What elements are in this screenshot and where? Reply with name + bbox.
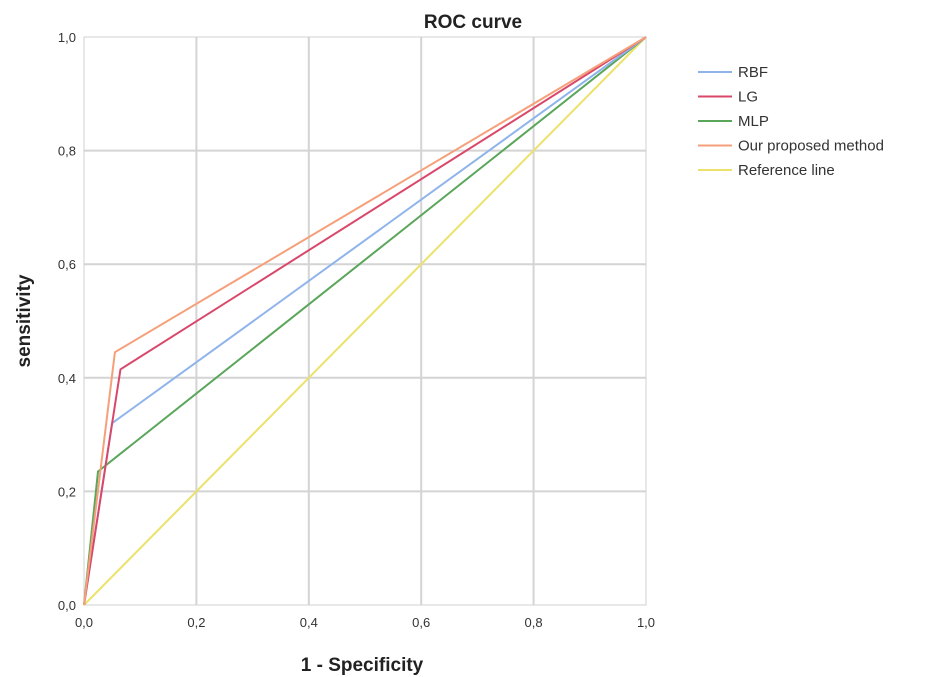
y-tick-label: 0,2 [58,484,76,499]
y-axis-label: sensitivity [14,274,35,367]
x-tick-label: 0,2 [187,615,205,630]
legend-label: RBF [738,64,768,81]
x-tick-label: 0,4 [300,615,318,630]
y-tick-label: 0,8 [58,144,76,159]
x-tick-label: 0,0 [75,615,93,630]
x-tick-label: 0,8 [525,615,543,630]
series-lines [83,36,647,606]
y-tick-label: 0,6 [58,257,76,272]
plot-frame [83,36,647,606]
x-tick-label: 1,0 [637,615,655,630]
grid [84,37,646,605]
chart-title: ROC curve [424,12,522,33]
series-line-reference-line [83,36,647,606]
legend-label: Reference line [738,162,835,179]
legend-label: Our proposed method [738,138,884,155]
y-tick-label: 0,0 [58,598,76,613]
legend-label: MLP [738,113,769,130]
legend: RBF LG MLP Our proposed method Reference lin… [698,64,884,179]
x-axis-label: 1 - Specificity [301,655,424,676]
y-tick-labels: 0,0 0,2 0,4 0,6 0,8 1,0 [58,30,76,613]
x-tick-label: 0,6 [412,615,430,630]
y-tick-label: 0,4 [58,371,76,386]
series-line-lg [83,36,647,606]
legend-label: LG [738,89,758,106]
series-line-our-proposed-method [83,36,647,606]
y-tick-label: 1,0 [58,30,76,45]
x-tick-labels: 0,0 0,2 0,4 0,6 0,8 1,0 [75,615,655,630]
